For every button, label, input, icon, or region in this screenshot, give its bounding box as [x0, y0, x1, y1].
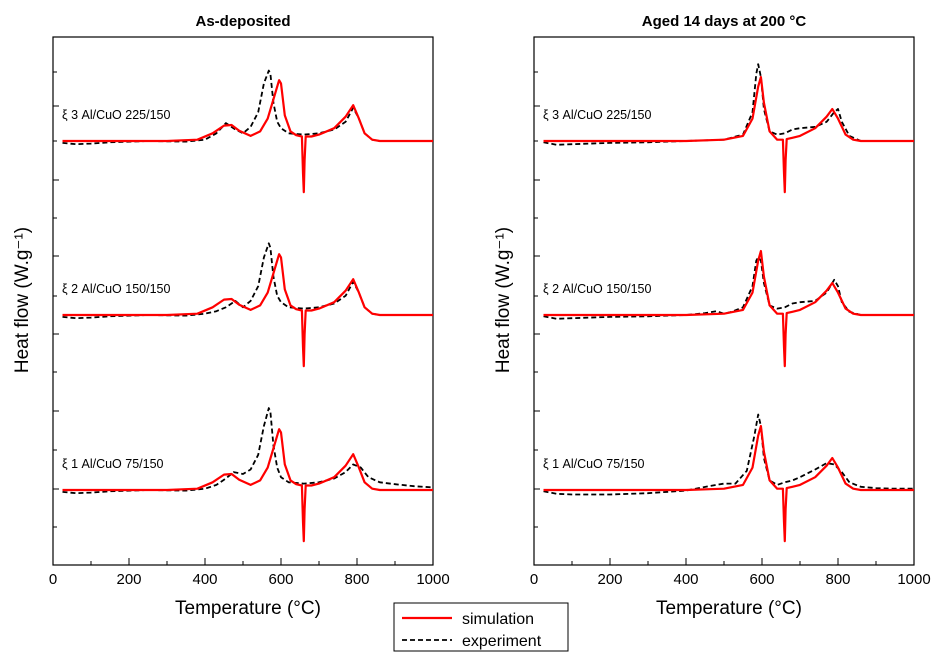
chart-title: Aged 14 days at 200 °C — [642, 13, 807, 30]
simulation-line — [543, 424, 914, 543]
simulation-line — [543, 75, 914, 194]
legend: simulation experiment — [393, 602, 569, 652]
trace-label: ξ 3 Al/CuO 225/150 — [543, 108, 651, 122]
x-tick-label: 1000 — [416, 571, 449, 588]
experiment-line — [543, 63, 914, 146]
x-tick-label: 200 — [597, 571, 622, 588]
x-tick-label: 400 — [673, 571, 698, 588]
experiment-line — [62, 242, 433, 320]
simulation-line — [62, 428, 433, 543]
x-axis-label: Temperature (°C) — [656, 598, 802, 619]
chart-title: As-deposited — [195, 13, 290, 30]
legend-box — [393, 602, 569, 652]
x-tick-label: 800 — [825, 571, 850, 588]
y-axis-label: Heat flow (W.g⁻¹) — [493, 227, 514, 373]
x-tick-label: 600 — [268, 571, 293, 588]
x-tick-label: 0 — [530, 571, 538, 588]
simulation-line — [62, 253, 433, 368]
x-tick-label: 0 — [49, 571, 57, 588]
simulation-line — [62, 79, 433, 194]
panel-1: As-deposited 0 200 400 600 800 1000 Temperature… — [12, 13, 450, 619]
x-tick-label: 200 — [116, 571, 141, 588]
x-tick-label: 1000 — [897, 571, 930, 588]
x-tick-label: 800 — [344, 571, 369, 588]
panel-2: Aged 14 days at 200 °C 0 200 400 600 800 1000 T… — [493, 13, 931, 619]
experiment-line — [62, 407, 434, 495]
y-axis-label: Heat flow (W.g⁻¹) — [12, 227, 33, 373]
x-tick-label: 600 — [749, 571, 774, 588]
trace-label: ξ 1 Al/CuO 75/150 — [62, 457, 164, 471]
legend-label: simulation — [462, 611, 534, 628]
experiment-line — [543, 413, 914, 496]
x-tick-label: 400 — [192, 571, 217, 588]
trace-label: ξ 3 Al/CuO 225/150 — [62, 108, 170, 122]
trace-label: ξ 1 Al/CuO 75/150 — [543, 457, 645, 471]
legend-label: experiment — [462, 633, 542, 650]
trace-label: ξ 2 Al/CuO 150/150 — [62, 282, 170, 296]
x-axis-label: Temperature (°C) — [175, 598, 321, 619]
trace-label: ξ 2 Al/CuO 150/150 — [543, 282, 651, 296]
simulation-line — [543, 249, 914, 368]
